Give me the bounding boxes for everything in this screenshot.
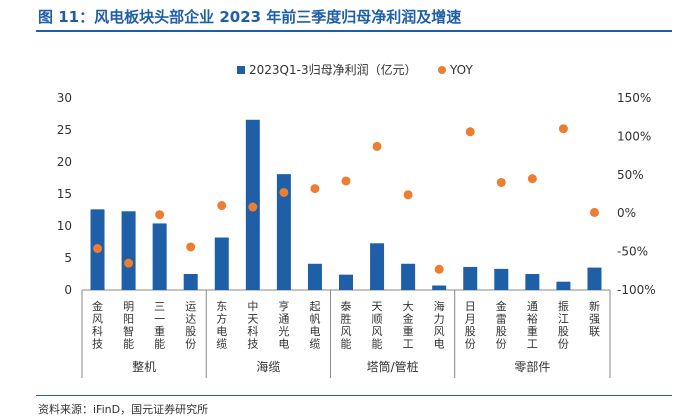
dot-yoy-8 <box>341 176 351 186</box>
group-label-2: 塔筒/管桩 <box>367 359 419 374</box>
right-axis-tick-label: 100% <box>617 129 651 143</box>
bar-profit-13 <box>494 268 509 290</box>
dot-yoy-3 <box>186 242 196 252</box>
bar-profit-8 <box>339 274 353 290</box>
bar-profit-1 <box>121 211 136 290</box>
dot-yoy-13 <box>496 177 506 187</box>
bar-profit-16 <box>587 267 602 290</box>
category-label: 振江股份 <box>558 299 569 351</box>
legend-label-yoy: YOY <box>449 63 473 77</box>
dot-yoy-16 <box>589 207 599 217</box>
dot-yoy-15 <box>558 124 568 134</box>
group-label-1: 海缆 <box>256 359 280 374</box>
category-label: 泰胜风能 <box>341 299 352 351</box>
category-label: 大金重工 <box>403 299 414 351</box>
group-label-0: 整机 <box>132 359 156 374</box>
dot-yoy-7 <box>310 184 320 194</box>
legend-swatch-yoy <box>438 66 446 74</box>
dot-yoy-0 <box>93 244 103 254</box>
dot-yoy-11 <box>434 264 444 274</box>
dot-yoy-12 <box>465 127 475 137</box>
dot-yoy-6 <box>279 187 289 197</box>
dot-yoy-4 <box>217 201 227 211</box>
category-label: 明阳智能 <box>123 300 134 351</box>
bar-profit-9 <box>370 243 385 290</box>
category-label: 日月股份 <box>465 300 476 351</box>
left-axis-tick-label: 5 <box>64 251 72 265</box>
dot-yoy-9 <box>372 141 382 151</box>
bar-profit-2 <box>152 223 167 290</box>
right-axis-tick-label: 50% <box>617 168 644 182</box>
bar-profit-6 <box>276 174 291 290</box>
legend-swatch-profit <box>237 66 245 74</box>
left-axis-tick-label: 25 <box>57 123 72 137</box>
bar-profit-11 <box>432 285 447 290</box>
dot-yoy-2 <box>155 210 165 220</box>
right-axis-tick-label: -50% <box>617 245 648 259</box>
category-label: 运达股份 <box>185 300 196 351</box>
left-axis-tick-label: 30 <box>57 91 72 105</box>
bar-profit-12 <box>463 266 478 290</box>
bar-profit-7 <box>307 263 322 290</box>
bar-profit-15 <box>556 281 571 290</box>
category-label: 起帆电缆 <box>309 300 320 351</box>
category-label: 亨通光电 <box>278 299 289 351</box>
title-divider <box>36 30 672 32</box>
category-label: 金风科技 <box>92 299 103 351</box>
source-divider <box>36 395 672 396</box>
left-axis-tick-label: 0 <box>64 283 72 297</box>
bar-profit-14 <box>525 274 540 290</box>
dot-yoy-1 <box>124 258 134 268</box>
group-label-3: 零部件 <box>514 359 550 374</box>
left-axis-tick-label: 10 <box>57 219 72 233</box>
category-label: 东方电缆 <box>216 300 227 351</box>
category-label: 中天科技 <box>247 300 258 351</box>
category-label: 新强联 <box>589 299 600 338</box>
right-axis-tick-label: 0% <box>617 206 636 220</box>
left-axis-tick-label: 20 <box>57 155 72 169</box>
category-label: 海力风电 <box>434 299 445 351</box>
source-note: 资料来源：iFinD，国元证券研究所 <box>38 403 209 416</box>
page-title: 图 11：风电板块头部企业 2023 年前三季度归母净利润及增速 <box>38 8 462 26</box>
category-label: 金雷股份 <box>496 299 507 351</box>
category-label: 通裕重工 <box>527 300 538 351</box>
dot-yoy-5 <box>248 202 258 212</box>
legend-label-profit: 2023Q1-3归母净利润（亿元） <box>249 62 417 77</box>
category-label: 天顺风能 <box>372 300 383 351</box>
bar-profit-3 <box>183 274 198 290</box>
bar-profit-4 <box>214 237 229 290</box>
category-label: 三一重能 <box>154 300 165 351</box>
right-axis-tick-label: -100% <box>617 283 656 297</box>
left-axis-tick-label: 15 <box>57 187 72 201</box>
chart-legend: 2023Q1-3归母净利润（亿元） YOY <box>237 62 473 77</box>
bar-profit-10 <box>401 263 416 290</box>
dot-yoy-10 <box>403 190 413 200</box>
right-axis-tick-label: 150% <box>617 91 651 105</box>
dot-yoy-14 <box>527 174 537 184</box>
